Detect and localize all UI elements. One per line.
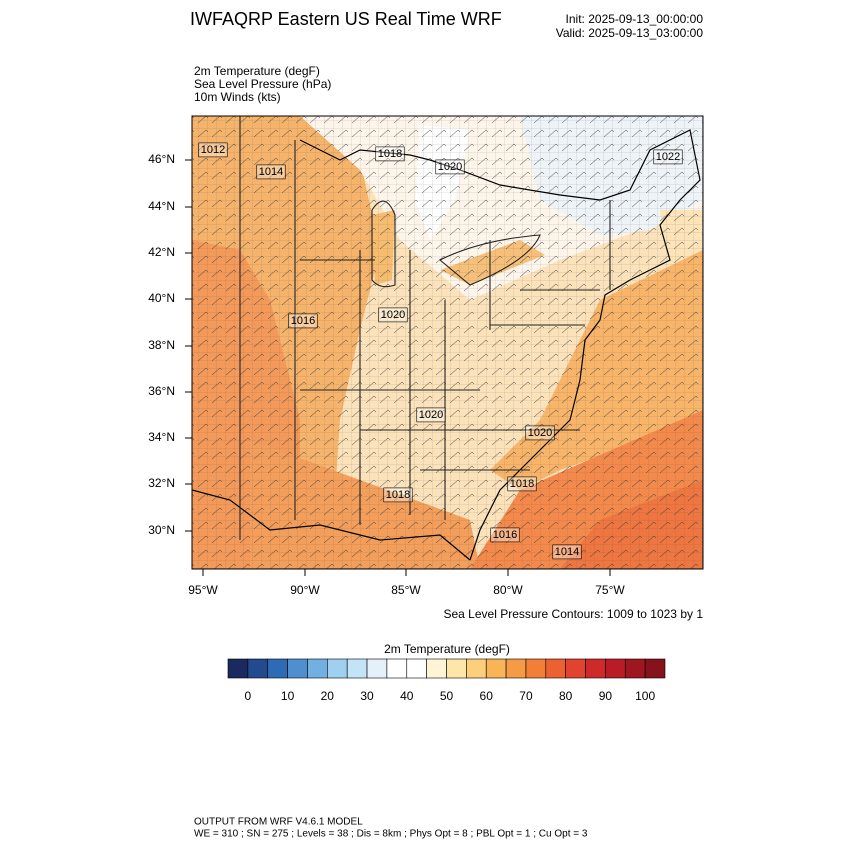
contour-label-box: [653, 149, 683, 165]
colorbar-box: [247, 658, 269, 679]
colorbar-tick-label: 50: [440, 689, 454, 703]
colorbar-tick-label: 70: [519, 689, 533, 703]
lon-label: 95°W: [188, 583, 218, 597]
footer-line: WE = 310 ; SN = 275 ; Levels = 38 ; Dis …: [194, 829, 588, 840]
colorbar-tick-label: 20: [321, 689, 335, 703]
colorbar-box: [466, 658, 487, 679]
contour-label-box: [435, 159, 465, 175]
lat-label: 30°N: [148, 523, 175, 537]
colorbar-title: 2m Temperature (degF): [384, 642, 510, 656]
lon-label: 75°W: [595, 583, 625, 597]
colorbar-box: [346, 658, 368, 679]
contour-label-box: [552, 544, 582, 560]
field-label: 10m Winds (kts): [194, 90, 281, 104]
colorbar-tick-label: 10: [281, 689, 295, 703]
field-label: 2m Temperature (degF): [194, 64, 320, 78]
lat-label: 32°N: [148, 476, 175, 490]
lon-label: 85°W: [391, 583, 421, 597]
colorbar-box: [327, 658, 348, 679]
title: IWFAQRP Eastern US Real Time WRF: [190, 9, 502, 29]
contour-label-box: [525, 425, 555, 441]
colorbar-box: [585, 658, 606, 679]
colorbar-box: [267, 658, 288, 679]
colorbar-box: [287, 658, 308, 679]
colorbar: 0 10 20 30 40 50 60 70 80 90 100: [227, 658, 666, 703]
valid-time: Valid: 2025-09-13_03:00:00: [556, 26, 704, 40]
contour-label: 1020: [528, 427, 552, 439]
contour-label-box: [383, 487, 413, 503]
lon-label: 80°W: [493, 583, 523, 597]
init-time: Init: 2025-09-13_00:00:00: [566, 12, 704, 26]
map: [192, 116, 703, 569]
lat-label: 40°N: [148, 291, 175, 305]
contour-label: 1020: [381, 309, 405, 321]
contour-label: 1018: [510, 478, 534, 490]
colorbar-box: [426, 658, 447, 679]
colorbar-box: [644, 658, 666, 679]
colorbar-tick-label: 60: [480, 689, 494, 703]
contour-label: 1016: [493, 529, 517, 541]
contour-label: 1016: [291, 315, 315, 327]
contour-label-box: [416, 407, 446, 423]
contour-label-box: [378, 307, 408, 323]
contour-labels: 1012 1014 1018 1020 1022 1016 1020 1020 …: [198, 142, 683, 560]
colorbar-box: [545, 658, 566, 679]
lat-label: 46°N: [148, 152, 175, 166]
colorbar-tick-label: 80: [559, 689, 573, 703]
colorbar-box: [227, 658, 249, 679]
colorbar-tick-label: 100: [635, 689, 655, 703]
colorbar-tick-label: 30: [360, 689, 374, 703]
contour-label-box: [198, 142, 228, 158]
contour-label: 1018: [386, 489, 410, 501]
map-frame: [191, 115, 704, 570]
contour-label-box: [288, 313, 318, 329]
colorbar-box: [565, 658, 586, 679]
axis-ticks: [185, 159, 611, 576]
contour-label: 1020: [419, 409, 443, 421]
contour-label: 1020: [438, 161, 462, 173]
lon-label: 90°W: [290, 583, 320, 597]
lat-label: 42°N: [148, 245, 175, 259]
contour-label: 1018: [378, 148, 402, 160]
colorbar-box: [446, 658, 467, 679]
contour-label-box: [256, 164, 286, 180]
colorbar-box: [525, 658, 547, 679]
footer-line: OUTPUT FROM WRF V4.6.1 MODEL: [194, 817, 363, 828]
lat-label: 44°N: [148, 199, 175, 213]
lat-label: 38°N: [148, 338, 175, 352]
contour-label-box: [375, 146, 405, 162]
colorbar-box: [386, 658, 408, 679]
colorbar-box: [485, 658, 507, 679]
field-label: Sea Level Pressure (hPa): [194, 77, 331, 91]
colorbar-box: [624, 658, 646, 679]
colorbar-box: [505, 658, 527, 679]
colorbar-tick-label: 90: [599, 689, 613, 703]
colorbar-box: [366, 658, 388, 679]
contour-label: 1014: [259, 166, 283, 178]
colorbar-box: [605, 658, 626, 679]
contour-info: Sea Level Pressure Contours: 1009 to 102…: [444, 607, 704, 621]
lat-label: 36°N: [148, 384, 175, 398]
contour-label: 1012: [201, 144, 225, 156]
colorbar-tick-label: 0: [245, 689, 252, 703]
colorbar-tick-label: 40: [400, 689, 414, 703]
contour-label: 1014: [555, 546, 579, 558]
colorbar-box: [406, 658, 427, 679]
contour-label-box: [490, 527, 520, 543]
contour-label: 1022: [656, 151, 680, 163]
colorbar-box: [307, 658, 328, 679]
lat-label: 34°N: [148, 430, 175, 444]
contour-label-box: [507, 476, 537, 492]
